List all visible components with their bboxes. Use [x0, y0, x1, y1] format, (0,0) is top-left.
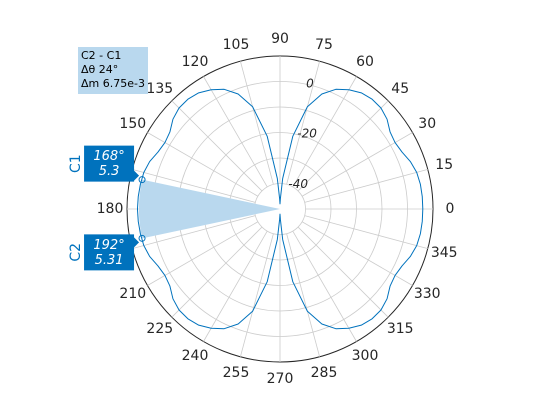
- cursor-name-label: C1: [68, 154, 84, 173]
- grid-spoke: [297, 100, 389, 192]
- angle-tick-label: 0: [446, 201, 455, 217]
- cursor-marker[interactable]: [138, 176, 146, 184]
- grid-spoke: [240, 61, 274, 185]
- grid-spoke: [132, 169, 256, 203]
- grid-spoke: [292, 230, 357, 342]
- grid-spoke: [286, 61, 320, 185]
- angle-tick-labels: 0153045607590105120135150165180195210225…: [97, 31, 458, 387]
- trace-layer: [136, 88, 424, 330]
- cursor-angle-label: 168°: [93, 149, 124, 164]
- magnitude-tick-labels: 0 -20 -40: [288, 76, 317, 190]
- angle-tick-label: 105: [223, 37, 250, 53]
- measurement-delta-angle: Δθ 24°: [81, 63, 119, 76]
- angle-tick-label: 330: [414, 286, 441, 302]
- grid-spoke: [292, 76, 357, 188]
- magnitude-tick-label: 0: [306, 76, 314, 90]
- angle-tick-label: 120: [182, 54, 209, 70]
- angle-tick-label: 45: [391, 81, 409, 97]
- angle-tick-label: 315: [387, 321, 414, 337]
- angle-tick-label: 150: [119, 116, 146, 132]
- cursor-marker[interactable]: [138, 234, 146, 242]
- grid-spoke: [203, 230, 268, 342]
- measurement-title: C2 - C1: [81, 49, 122, 62]
- angle-tick-label: 75: [315, 37, 333, 53]
- grid-spoke: [147, 221, 259, 286]
- magnitude-tick-label: -20: [297, 127, 317, 141]
- grid-spoke: [301, 132, 413, 197]
- grid-spoke: [132, 215, 256, 249]
- cursor-magnitude-label: 5.31: [95, 253, 124, 268]
- grid-spoke: [171, 226, 263, 318]
- angle-tick-label: 255: [223, 365, 250, 381]
- trace-line: [136, 88, 424, 330]
- grid-spoke: [301, 221, 413, 286]
- polar-grid: [126, 55, 434, 363]
- cursor-magnitude-label: 5.3: [99, 164, 120, 179]
- cursor-c2[interactable]: 192°5.31 C2: [68, 234, 146, 271]
- cursor-markers: 168°5.3 C1 192°5.31 C2: [68, 145, 146, 271]
- angle-tick-label: 285: [311, 365, 338, 381]
- cursor-measurement-box: C2 - C1 Δθ 24° Δm 6.75e-3: [78, 47, 148, 94]
- angle-tick-label: 270: [267, 371, 294, 387]
- angle-tick-label: 225: [146, 321, 173, 337]
- cursor-tag-box: [84, 234, 140, 271]
- angle-tick-label: 15: [435, 157, 453, 173]
- angle-tick-label: 210: [119, 286, 146, 302]
- grid-spoke: [304, 169, 428, 203]
- grid-spoke: [147, 132, 259, 197]
- angle-tick-label: 30: [418, 116, 436, 132]
- cursor-name-label: C2: [68, 243, 84, 262]
- angle-tick-label: 345: [431, 245, 458, 261]
- cursor-tag-box: [84, 145, 140, 182]
- measurement-delta-magnitude: Δm 6.75e-3: [81, 77, 145, 90]
- grid-spoke: [286, 233, 320, 357]
- angle-tick-label: 135: [146, 81, 173, 97]
- angle-tick-label: 240: [182, 348, 209, 364]
- cursor-span: [138, 179, 280, 239]
- angle-tick-label: 300: [352, 348, 379, 364]
- cursor-span-wedge: [138, 179, 280, 239]
- cursor-angle-label: 192°: [93, 238, 124, 253]
- angle-tick-label: 60: [356, 54, 374, 70]
- grid-spoke: [203, 76, 268, 188]
- grid-spoke: [171, 100, 263, 192]
- grid-spoke: [240, 233, 274, 357]
- grid-spoke: [297, 226, 389, 318]
- magnitude-tick-label: -40: [288, 177, 308, 191]
- cursor-c1[interactable]: 168°5.3 C1: [68, 145, 146, 184]
- grid-spoke: [304, 215, 428, 249]
- angle-tick-label: 90: [271, 31, 289, 47]
- angle-tick-label: 180: [97, 201, 124, 217]
